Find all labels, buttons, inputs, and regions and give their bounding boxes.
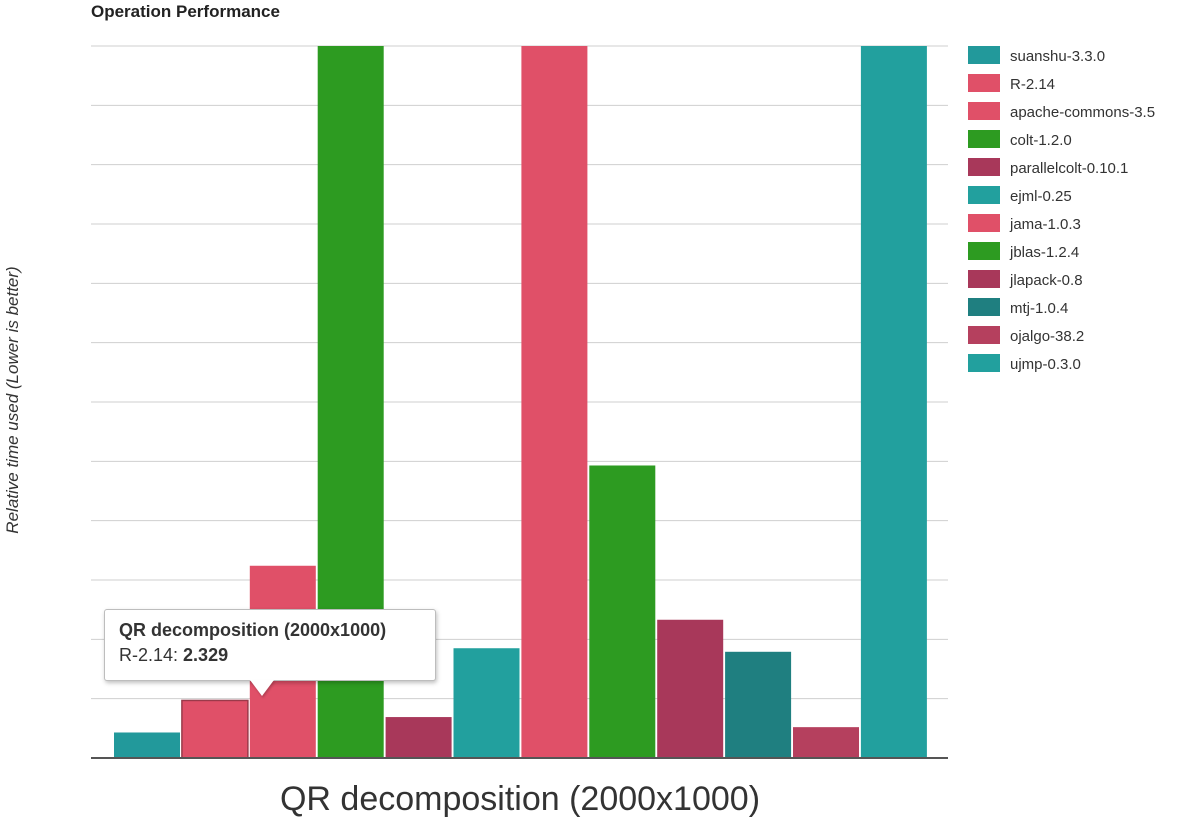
legend-label-jlapack-0.8[interactable]: jlapack-0.8 — [1009, 272, 1083, 289]
bar-R-2.14[interactable] — [181, 699, 249, 759]
legend-label-colt-1.2.0[interactable]: colt-1.2.0 — [1010, 132, 1072, 149]
legend-swatch-ojalgo-38.2[interactable] — [968, 326, 1000, 344]
bar-parallelcolt-0.10.1[interactable] — [385, 717, 452, 758]
legend-swatch-parallelcolt-0.10.1[interactable] — [968, 158, 1000, 176]
legend-label-apache-commons-3.5[interactable]: apache-commons-3.5 — [1010, 104, 1155, 121]
legend-label-jblas-1.2.4[interactable]: jblas-1.2.4 — [1009, 244, 1079, 261]
bar-ejml-0.25[interactable] — [453, 648, 520, 758]
legend-swatch-suanshu-3.3.0[interactable] — [968, 46, 1000, 64]
legend-swatch-colt-1.2.0[interactable] — [968, 130, 1000, 148]
bar-ojalgo-38.2[interactable] — [793, 727, 859, 758]
legend-swatch-jama-1.0.3[interactable] — [968, 214, 1000, 232]
legend-label-parallelcolt-0.10.1[interactable]: parallelcolt-0.10.1 — [1010, 160, 1128, 177]
bar-ujmp-0.3.0[interactable] — [860, 46, 927, 758]
bar-jblas-1.2.4[interactable] — [589, 465, 656, 758]
legend-swatch-mtj-1.0.4[interactable] — [968, 298, 1000, 316]
bar-mtj-1.0.4[interactable] — [725, 651, 792, 758]
tooltip-separator: : — [173, 645, 184, 665]
y-axis-label: Relative time used (Lower is better) — [3, 266, 22, 533]
bar-jlapack-0.8[interactable] — [657, 619, 724, 758]
legend: suanshu-3.3.0 R-2.14 apache-commons-3.5 col… — [968, 46, 1155, 373]
legend-swatch-ejml-0.25[interactable] — [968, 186, 1000, 204]
bar-jama-1.0.3[interactable] — [521, 46, 588, 758]
legend-swatch-apache-commons-3.5[interactable] — [968, 102, 1000, 120]
legend-label-ojalgo-38.2[interactable]: ojalgo-38.2 — [1010, 328, 1084, 345]
tooltip-title: QR decomposition (2000x1000) — [119, 620, 387, 640]
legend-label-jama-1.0.3[interactable]: jama-1.0.3 — [1009, 216, 1081, 233]
tooltip: QR decomposition (2000x1000) R-2.14: 2.3… — [104, 609, 436, 681]
legend-label-ejml-0.25[interactable]: ejml-0.25 — [1010, 188, 1072, 205]
tooltip-pointer — [250, 680, 274, 696]
legend-swatch-jlapack-0.8[interactable] — [968, 270, 1000, 288]
legend-swatch-ujmp-0.3.0[interactable] — [968, 354, 1000, 372]
legend-label-R-2.14[interactable]: R-2.14 — [1010, 76, 1055, 93]
chart-title: Operation Performance — [91, 2, 280, 21]
legend-swatch-R-2.14[interactable] — [968, 74, 1000, 92]
legend-label-mtj-1.0.4[interactable]: mtj-1.0.4 — [1010, 300, 1068, 317]
legend-label-suanshu-3.3.0[interactable]: suanshu-3.3.0 — [1010, 48, 1105, 65]
tooltip-value: 2.329 — [183, 645, 229, 665]
legend-label-ujmp-0.3.0[interactable]: ujmp-0.3.0 — [1010, 356, 1081, 373]
x-category-label: QR decomposition (2000x1000) — [280, 780, 760, 818]
legend-swatch-jblas-1.2.4[interactable] — [968, 242, 1000, 260]
tooltip-series: R-2.14 — [119, 645, 174, 665]
bar-suanshu-3.3.0[interactable] — [114, 732, 180, 758]
